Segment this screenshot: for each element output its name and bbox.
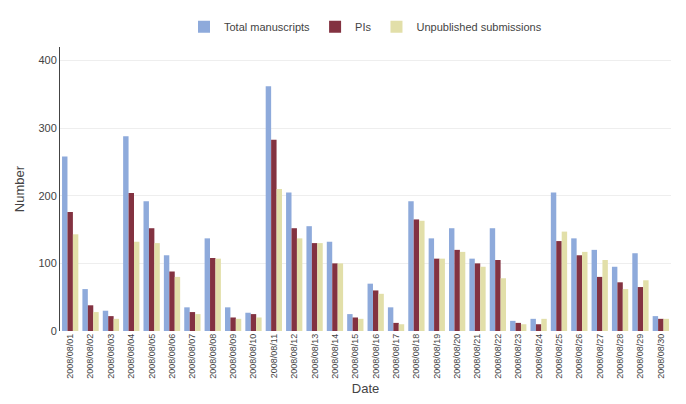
svg-text:Number: Number <box>12 165 27 212</box>
svg-text:2008/08/26: 2008/08/26 <box>574 334 584 379</box>
svg-text:2008/08/12: 2008/08/12 <box>289 334 299 379</box>
svg-text:2008/08/05: 2008/08/05 <box>147 334 157 379</box>
svg-text:2008/08/07: 2008/08/07 <box>187 334 197 379</box>
svg-text:100: 100 <box>38 257 56 269</box>
svg-text:2008/08/30: 2008/08/30 <box>656 334 666 379</box>
svg-text:2008/08/09: 2008/08/09 <box>228 334 238 379</box>
svg-text:2008/08/25: 2008/08/25 <box>554 334 564 379</box>
svg-text:200: 200 <box>38 190 56 202</box>
svg-text:2008/08/23: 2008/08/23 <box>513 334 523 379</box>
svg-text:2008/08/29: 2008/08/29 <box>635 334 645 379</box>
svg-text:0: 0 <box>51 325 57 337</box>
svg-text:2008/08/03: 2008/08/03 <box>106 334 116 379</box>
svg-text:2008/08/20: 2008/08/20 <box>452 334 462 379</box>
svg-text:400: 400 <box>38 54 56 66</box>
svg-text:2008/08/18: 2008/08/18 <box>411 334 421 379</box>
svg-text:2008/08/11: 2008/08/11 <box>269 334 279 378</box>
svg-text:2008/08/28: 2008/08/28 <box>615 334 625 379</box>
svg-text:2008/08/08: 2008/08/08 <box>208 334 218 379</box>
svg-text:2008/08/13: 2008/08/13 <box>310 334 320 379</box>
svg-text:2008/08/02: 2008/08/02 <box>85 334 95 379</box>
svg-text:Date: Date <box>352 381 379 396</box>
svg-text:Total manuscripts: Total manuscripts <box>224 21 310 33</box>
svg-text:2008/08/22: 2008/08/22 <box>493 334 503 379</box>
svg-text:2008/08/21: 2008/08/21 <box>472 334 482 379</box>
svg-text:2008/08/15: 2008/08/15 <box>350 334 360 379</box>
svg-text:2008/08/14: 2008/08/14 <box>330 334 340 379</box>
svg-text:2008/08/10: 2008/08/10 <box>248 334 258 379</box>
svg-text:2008/08/16: 2008/08/16 <box>371 334 381 379</box>
svg-text:2008/08/04: 2008/08/04 <box>126 334 136 379</box>
svg-text:2008/08/24: 2008/08/24 <box>534 334 544 379</box>
svg-text:2008/08/06: 2008/08/06 <box>167 334 177 379</box>
svg-text:Unpublished submissions: Unpublished submissions <box>416 21 541 33</box>
svg-text:2008/08/17: 2008/08/17 <box>391 334 401 379</box>
svg-text:2008/08/19: 2008/08/19 <box>432 334 442 379</box>
svg-text:2008/08/01: 2008/08/01 <box>65 334 75 379</box>
svg-text:300: 300 <box>38 122 56 134</box>
svg-text:2008/08/27: 2008/08/27 <box>595 334 605 379</box>
svg-text:PIs: PIs <box>355 21 371 33</box>
